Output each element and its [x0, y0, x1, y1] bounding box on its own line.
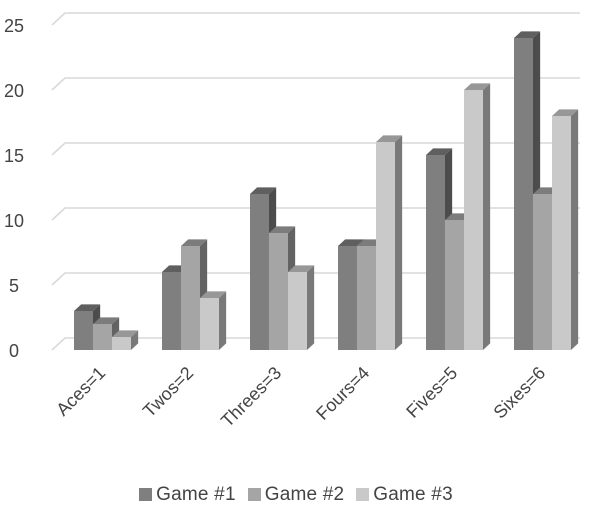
legend-label: Game #1 — [156, 484, 236, 505]
gridline — [51, 207, 580, 221]
bar — [376, 135, 403, 350]
bar — [552, 109, 579, 351]
legend-item: Game #3 — [356, 484, 453, 506]
legend-swatch — [356, 488, 370, 501]
y-tick-label: 25 — [4, 16, 24, 36]
legend-swatch — [247, 488, 261, 501]
x-tick-label: Fives=5 — [402, 363, 461, 422]
bar — [464, 83, 491, 351]
y-tick-label: 0 — [9, 341, 19, 361]
legend-label: Game #2 — [264, 484, 345, 505]
gridline — [51, 142, 580, 156]
y-tick-label: 15 — [4, 146, 24, 166]
bar — [200, 291, 227, 350]
gridline — [51, 12, 580, 26]
y-axis: 0 5 10 15 20 25 — [4, 16, 24, 361]
bar — [112, 330, 139, 350]
legend-item: Game #2 — [247, 484, 345, 506]
x-tick-label: Twos=2 — [139, 363, 197, 421]
gridlines — [51, 12, 580, 351]
x-axis: Aces=1 Twos=2 Threes=3 Fours=4 Fives=5 Sixes=… — [52, 363, 549, 431]
gridline — [51, 77, 580, 91]
y-tick-label: 20 — [4, 81, 24, 101]
legend: Game #1 Game #2 Game #3 — [0, 484, 592, 506]
legend-item: Game #1 — [139, 484, 236, 506]
bars — [74, 31, 579, 351]
x-tick-label: Fours=4 — [312, 363, 373, 424]
gridline — [51, 337, 580, 351]
legend-swatch — [139, 488, 153, 501]
y-tick-label: 5 — [9, 276, 19, 296]
x-tick-label: Sixes=6 — [490, 363, 550, 423]
y-tick-label: 10 — [4, 211, 24, 231]
gridline — [51, 272, 580, 286]
bar-chart: 0 5 10 15 20 25 Aces=1 Twos=2 Threes=3 Fours=4 Fi… — [4, 12, 580, 431]
x-tick-label: Aces=1 — [52, 363, 109, 420]
legend-label: Game #3 — [373, 484, 453, 505]
x-tick-label: Threes=3 — [217, 363, 285, 431]
bar — [288, 265, 315, 350]
